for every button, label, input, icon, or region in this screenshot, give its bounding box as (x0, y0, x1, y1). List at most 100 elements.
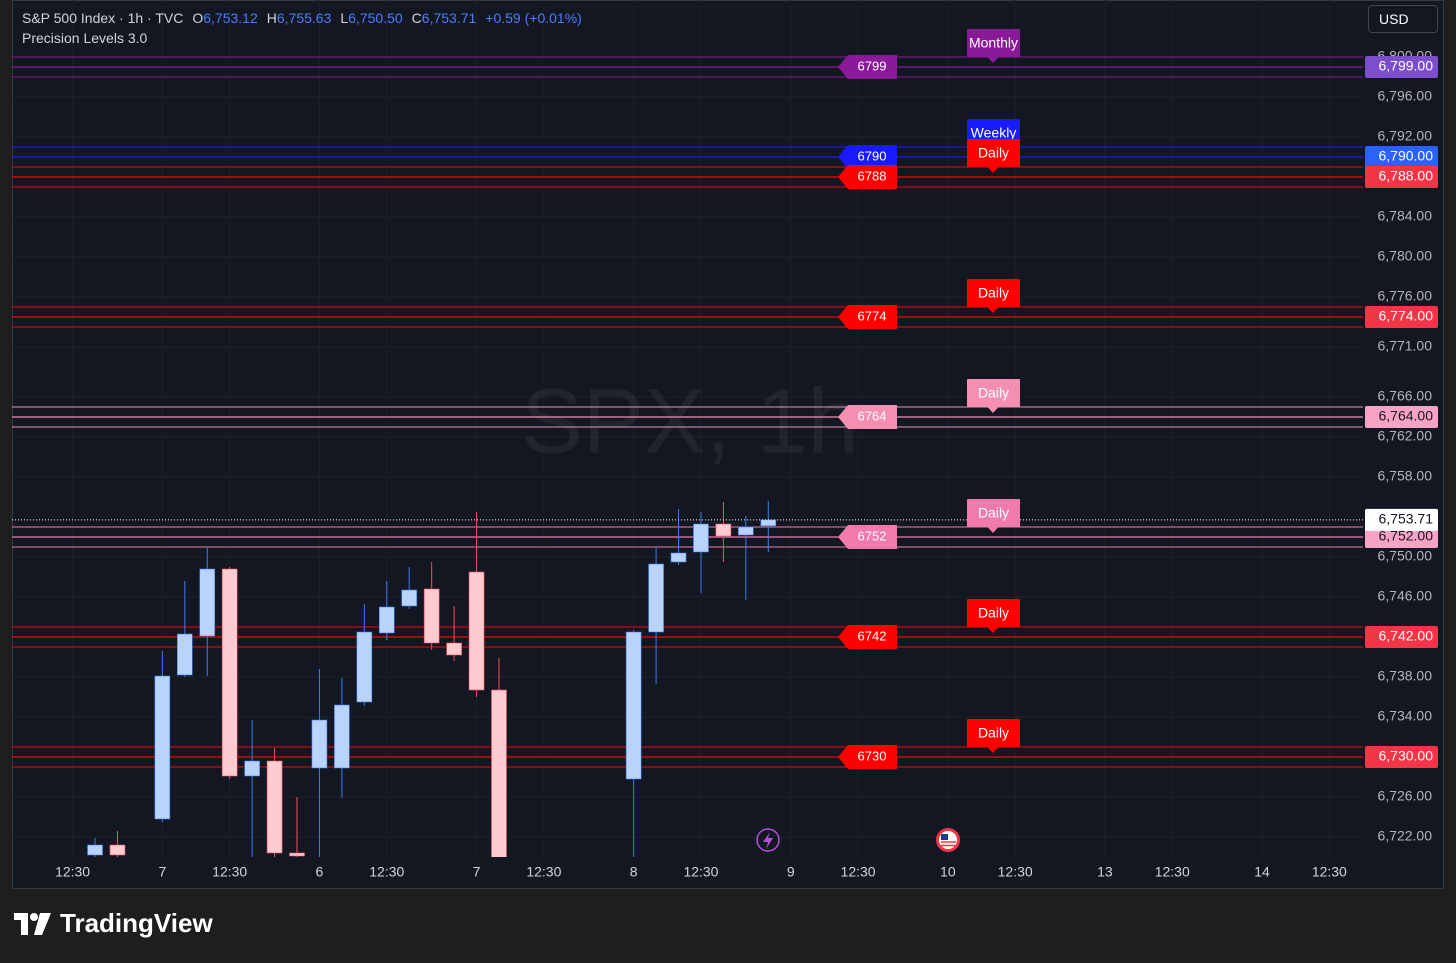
axes: 12:30 7 12:30 6 12:30 7 12:30 8 12:30 9 12:30 10 12:… (55, 48, 1438, 880)
last-price-label: 6,753.71 (1379, 511, 1434, 527)
ohlc-value: 6,753.12 (203, 10, 258, 26)
level-label-box (838, 625, 897, 649)
level-tag: Weekly (971, 125, 1017, 141)
level-label: 6799 (858, 58, 887, 73)
level-label-box (838, 165, 897, 189)
brand-logo (14, 912, 51, 935)
event-icons (756, 828, 960, 852)
candle-body (221, 568, 238, 777)
level-label: 6788 (858, 168, 887, 183)
level-tag-pointer (987, 306, 999, 313)
x-tick-label: 12:30 (212, 864, 247, 880)
candle-body (693, 523, 709, 553)
last-price-box (1365, 508, 1438, 531)
lightning-icon (763, 832, 773, 849)
level-tag: Daily (978, 725, 1009, 741)
price-label: 6,730.00 (1379, 748, 1434, 764)
level-tag-box (967, 139, 1020, 167)
legend-header: S&P 500 Index · 1h · TVC O 6,753.12 H 6,755… (22, 8, 582, 48)
indicator-row: Precision Levels 3.0 (22, 28, 582, 48)
y-tick-label: 6,750.00 (1378, 548, 1433, 564)
level-label: 6764 (858, 408, 887, 423)
x-tick-label: 8 (630, 864, 638, 880)
y-tick-label: 6,738.00 (1378, 668, 1433, 684)
level-label: 6752 (858, 528, 887, 543)
ohlc-key: L (340, 10, 349, 26)
flag-icon (941, 834, 948, 840)
price-label-box (1365, 306, 1438, 328)
ohlc-key: O (192, 10, 204, 26)
candle-body (468, 571, 485, 691)
level-tag-box (967, 279, 1020, 307)
y-tick-label: 6,771.00 (1378, 338, 1433, 354)
candle-body (356, 631, 373, 703)
level-tags: Monthly 6799 Weekly 6790 Daily 6788 Daily 6774 D… (838, 29, 1020, 769)
candle-body (446, 642, 462, 656)
candle-body (423, 588, 440, 644)
x-tick-label: 9 (787, 864, 795, 880)
candle-body (670, 552, 687, 563)
price-label: 6,742.00 (1379, 628, 1434, 644)
price-label-box (1365, 406, 1438, 428)
y-tick-label: 6,726.00 (1378, 788, 1433, 804)
level-label-box (838, 305, 897, 329)
price-label: 6,790.00 (1379, 148, 1434, 164)
x-tick-label: 7 (473, 864, 481, 880)
price-label-box (1365, 626, 1438, 648)
y-tick-label: 6,766.00 (1378, 388, 1433, 404)
price-label-box (1365, 146, 1438, 168)
price-label: 6,752.00 (1379, 528, 1434, 544)
price-label-box (1365, 746, 1438, 768)
y-tick-label: 6,776.00 (1378, 288, 1433, 304)
candle-body (625, 631, 642, 780)
grid (12, 0, 1363, 857)
level-label: 6774 (858, 308, 887, 323)
ohlc-key: C (411, 10, 422, 26)
x-tick-label: 12:30 (369, 864, 404, 880)
candle-body (378, 606, 395, 634)
x-tick-label: 12:30 (683, 864, 718, 880)
price-change: +0.59 (+0.01%) (485, 10, 582, 26)
x-tick-label: 10 (940, 864, 956, 880)
x-tick-label: 6 (316, 864, 324, 880)
level-tag-box (967, 599, 1020, 627)
level-tag-pointer (987, 746, 999, 753)
candle-body (177, 633, 193, 676)
currency-button[interactable]: USD (1368, 5, 1438, 33)
level-label: 6790 (858, 148, 887, 163)
watermark: SPX, 1h (521, 370, 859, 472)
price-label: 6,799.00 (1379, 58, 1434, 74)
level-label-box (838, 525, 897, 549)
levels (12, 56, 1363, 768)
candle-body (648, 563, 664, 633)
y-tick-label: 6,762.00 (1378, 428, 1433, 444)
level-tag-pointer (987, 166, 999, 173)
level-tag-box (967, 29, 1020, 57)
candle-body (760, 519, 777, 527)
level-label: 6730 (858, 748, 887, 763)
brand-name: TradingView (60, 908, 213, 938)
candle-body (715, 523, 732, 537)
price-label-box (1365, 56, 1438, 78)
ohlc-key: H (266, 10, 277, 26)
candle-body (289, 852, 305, 857)
y-tick-label: 6,722.00 (1378, 828, 1433, 844)
y-tick-label: 6,784.00 (1378, 208, 1433, 224)
x-tick-label: 12:30 (526, 864, 561, 880)
level-tag: Daily (978, 505, 1009, 521)
price-label: 6,774.00 (1379, 308, 1434, 324)
ohlc-value: 6,755.63 (276, 10, 332, 26)
chart: SPX, 1h Monthly 6799 Weekly 6790 Daily 6788 Da… (12, 0, 1444, 889)
ohlc-value: 6,750.50 (348, 10, 403, 26)
candle-body (334, 704, 350, 769)
x-tick-label: 12:30 (841, 864, 876, 880)
price-label-box (1365, 166, 1438, 188)
price-label-box (1365, 526, 1438, 548)
x-tick-label: 7 (158, 864, 166, 880)
brand: TradingView (14, 908, 213, 939)
candle-body (109, 844, 126, 856)
level-tag-box (967, 379, 1020, 407)
level-label: 6742 (858, 628, 887, 643)
indicator-name: Precision Levels 3.0 (22, 30, 148, 46)
chart-pane (12, 0, 1444, 889)
